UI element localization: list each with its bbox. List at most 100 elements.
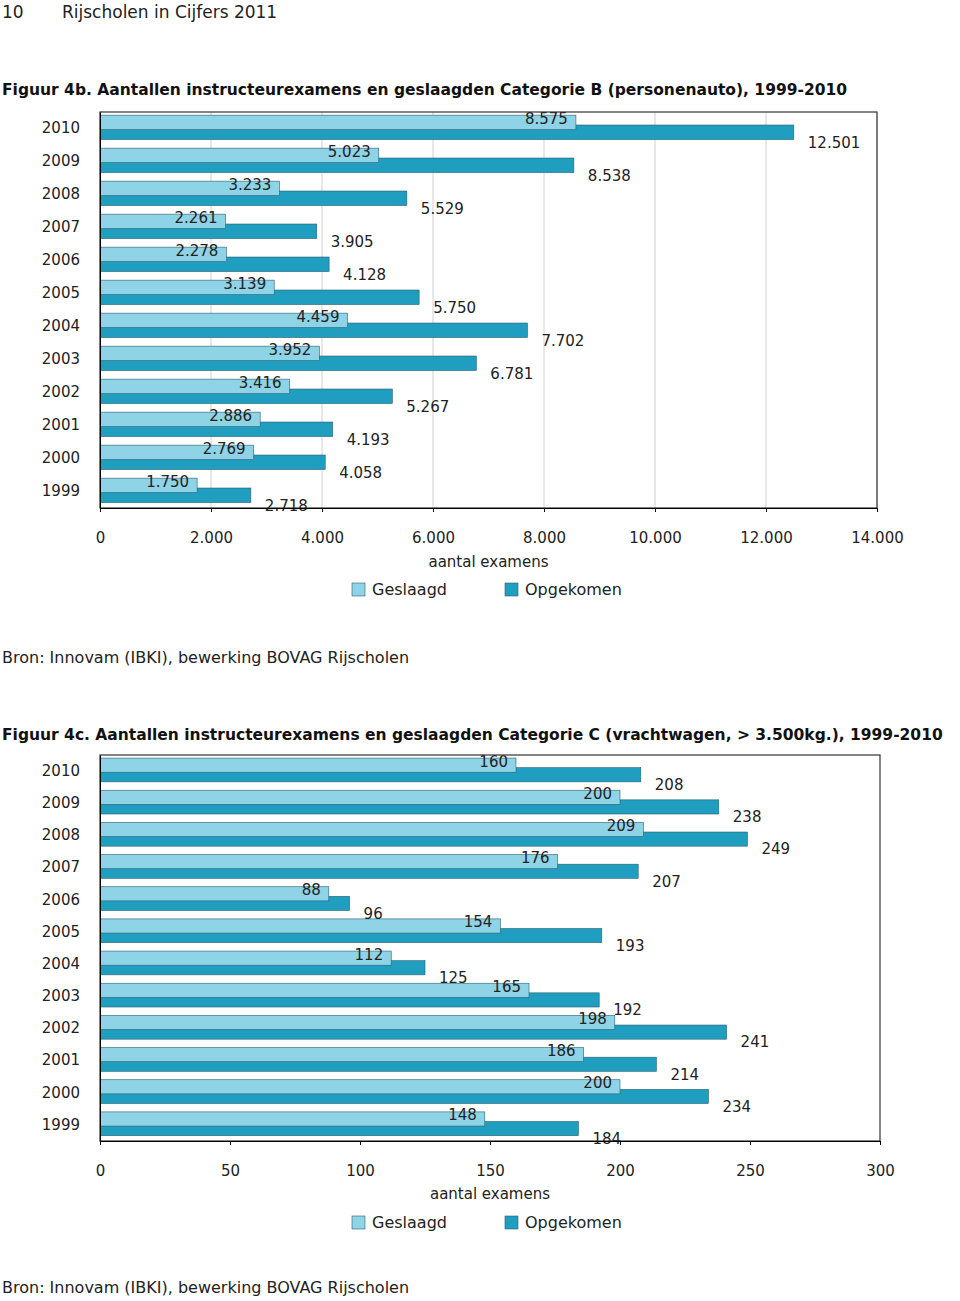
y-tick: 2007: [42, 858, 100, 876]
y-tick-label: 2001: [42, 416, 80, 434]
y-tick: 2009: [42, 794, 100, 812]
data-label: 3.139: [223, 275, 266, 293]
data-label: 198: [578, 1010, 607, 1028]
data-label: 2.278: [175, 242, 218, 260]
x-axis-title: aantal examens: [428, 553, 548, 571]
y-tick: 2000: [42, 1084, 100, 1102]
legend-swatch: [352, 1216, 365, 1229]
source-note: Bron: Innovam (IBKI), bewerking BOVAG Ri…: [2, 648, 409, 667]
data-label: 6.781: [490, 365, 533, 383]
x-tick: 100: [346, 1141, 375, 1180]
y-tick: 2010: [42, 119, 100, 137]
data-label: 4.193: [347, 431, 390, 449]
bar: [100, 1048, 584, 1062]
y-tick-label: 2009: [42, 152, 80, 170]
bar: [100, 1112, 485, 1126]
x-tick-label: 14.000: [851, 529, 904, 547]
data-label: 4.459: [297, 308, 340, 326]
bar: [100, 1015, 615, 1029]
data-label: 5.529: [421, 200, 464, 218]
x-tick-label: 50: [221, 1162, 240, 1180]
data-label: 5.267: [406, 398, 449, 416]
x-tick-label: 300: [866, 1162, 895, 1180]
data-label: 208: [655, 776, 684, 794]
data-labels: 8.5755.0233.2332.2612.2783.1394.4593.952…: [146, 110, 860, 515]
bar: [100, 887, 329, 901]
legend-label: Opgekomen: [525, 1213, 622, 1232]
y-tick-label: 2005: [42, 923, 80, 941]
data-label: 2.718: [265, 497, 308, 515]
y-tick-label: 2006: [42, 251, 80, 269]
data-label: 154: [464, 913, 493, 931]
legend: GeslaagdOpgekomen: [352, 580, 622, 599]
bar: [100, 822, 643, 836]
data-label: 209: [607, 817, 636, 835]
legend-swatch: [505, 583, 518, 596]
y-tick: 2006: [42, 251, 100, 269]
data-label: 3.952: [268, 341, 311, 359]
x-tick: 2.000: [190, 508, 233, 547]
data-label: 112: [355, 946, 384, 964]
y-axis-line: [100, 756, 101, 1142]
data-label: 192: [613, 1001, 642, 1019]
y-tick: 2005: [42, 923, 100, 941]
source-note: Bron: Innovam (IBKI), bewerking BOVAG Ri…: [2, 1278, 409, 1297]
y-tick-label: 2009: [42, 794, 80, 812]
y-tick: 2003: [42, 350, 100, 368]
x-tick-mark: [490, 1141, 491, 1145]
legend-label: Geslaagd: [372, 1213, 447, 1232]
data-label: 8.538: [588, 167, 631, 185]
data-label: 12.501: [808, 134, 861, 152]
x-tick: 8.000: [523, 508, 566, 547]
x-tick-mark: [620, 1141, 621, 1145]
x-tick-mark: [211, 508, 212, 512]
y-tick: 2004: [42, 317, 100, 335]
data-label: 241: [741, 1033, 770, 1051]
data-label: 2.769: [203, 440, 246, 458]
x-tick: 200: [606, 1141, 635, 1180]
x-axis-line: [101, 1142, 881, 1146]
y-tick: 2006: [42, 891, 100, 909]
x-tick: 0: [96, 508, 106, 547]
y-tick-label: 2000: [42, 449, 80, 467]
data-label: 214: [670, 1066, 699, 1084]
chart: Figuur 4b. Aantallen instructeurexamens …: [2, 81, 904, 667]
y-tick: 1999: [42, 1116, 100, 1134]
bars: [100, 758, 747, 1136]
x-tick-mark: [544, 508, 545, 512]
data-label: 4.058: [339, 464, 382, 482]
y-tick: 2002: [42, 383, 100, 401]
x-tick: 50: [221, 1141, 240, 1180]
data-label: 8.575: [525, 110, 568, 128]
page: 10Rijscholen in Cijfers 2011Figuur 4b. A…: [0, 0, 960, 1301]
data-label: 165: [492, 978, 521, 996]
legend-swatch: [352, 583, 365, 596]
bar: [100, 855, 558, 869]
x-tick-mark: [766, 508, 767, 512]
x-tick-label: 150: [476, 1162, 505, 1180]
x-tick: 250: [736, 1141, 765, 1180]
x-tick-label: 6.000: [412, 529, 455, 547]
plot-frame: [100, 112, 877, 508]
x-tick-label: 250: [736, 1162, 765, 1180]
x-tick-mark: [433, 508, 434, 512]
bar: [100, 1080, 620, 1094]
data-label: 238: [733, 808, 762, 826]
data-label: 193: [616, 937, 645, 955]
data-label: 88: [302, 881, 321, 899]
y-tick-label: 2002: [42, 383, 80, 401]
y-tick-label: 2004: [42, 317, 80, 335]
x-tick-mark: [655, 508, 656, 512]
y-tick: 2008: [42, 826, 100, 844]
y-axis: 2010200920082007200620052004200320022001…: [42, 756, 101, 1142]
x-tick-mark: [877, 508, 878, 512]
data-label: 249: [761, 840, 790, 858]
y-tick-label: 2010: [42, 119, 80, 137]
data-label: 148: [448, 1106, 477, 1124]
data-label: 2.261: [175, 209, 218, 227]
data-label: 5.750: [433, 299, 476, 317]
data-label: 4.128: [343, 266, 386, 284]
y-tick: 2001: [42, 416, 100, 434]
y-tick: 2002: [42, 1019, 100, 1037]
bar: [100, 919, 500, 933]
